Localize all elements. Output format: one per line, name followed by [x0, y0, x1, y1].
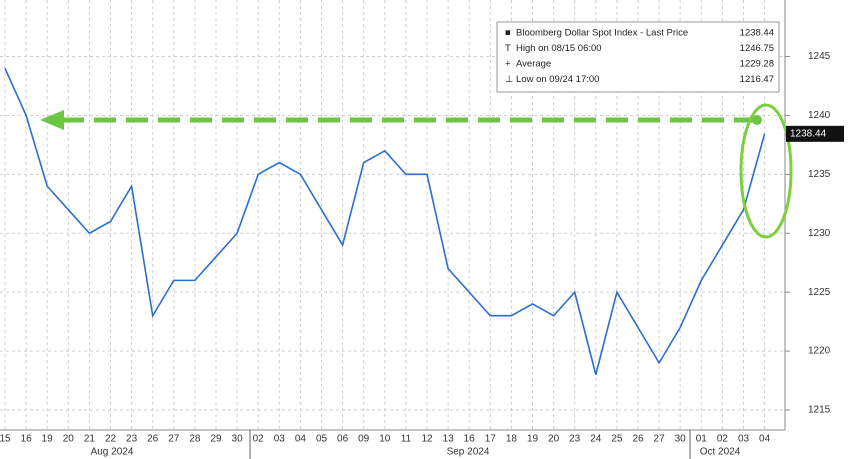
annotation-ellipse	[739, 103, 793, 239]
legend-box	[496, 21, 780, 93]
x-tick-label: 29	[210, 434, 222, 445]
y-tick-label: 1240	[808, 110, 831, 121]
x-tick-label: 01	[696, 434, 708, 445]
legend-symbol: T	[505, 43, 511, 54]
x-tick-label: 03	[274, 434, 286, 445]
x-tick-label: 16	[21, 434, 33, 445]
x-tick-label: 30	[675, 434, 687, 445]
y-tick-label: 1230	[808, 228, 831, 239]
legend-label: High on 08/15 06:00	[516, 43, 602, 54]
x-tick-label: 17	[485, 434, 497, 445]
x-tick-label: 05	[316, 434, 328, 445]
plot	[4, 68, 766, 375]
x-tick-label: 06	[337, 434, 349, 445]
x-tick-label: 16	[464, 434, 476, 445]
legend-symbol: +	[505, 59, 511, 70]
x-tick-label: 20	[63, 434, 75, 445]
x-tick-label: 20	[548, 434, 560, 445]
x-tick-label: 30	[232, 434, 244, 445]
y-tick-label: 1215	[808, 405, 831, 416]
x-tick-label: 25	[611, 434, 623, 445]
month-label: Sep 2024	[447, 447, 490, 458]
y-tick-label: 1220	[808, 346, 831, 357]
x-tick-label: 04	[759, 434, 771, 445]
x-tick-label: 23	[569, 434, 581, 445]
last-price-label: 1238.44	[790, 128, 827, 139]
legend-value: 1229.28	[740, 59, 774, 70]
x-tick-label: 21	[84, 434, 96, 445]
arrow-head	[40, 110, 64, 130]
x-tick-label: 13	[443, 434, 455, 445]
x-tick-label: 12	[421, 434, 433, 445]
x-tick-label: 24	[590, 434, 602, 445]
x-tick-label: 02	[717, 434, 729, 445]
arrow-dot	[752, 115, 762, 125]
month-label: Oct 2024	[700, 447, 741, 458]
x-tick-label: 09	[358, 434, 370, 445]
x-tick-label: 27	[654, 434, 666, 445]
legend-label: Low on 09/24 17:00	[516, 74, 599, 85]
price-line	[4, 68, 766, 375]
grid	[0, 0, 785, 430]
y-tick-label: 1225	[808, 287, 831, 298]
legend-symbol: ■	[505, 28, 511, 39]
x-tick-label: 02	[253, 434, 265, 445]
x-tick-label: 26	[147, 434, 159, 445]
x-tick-label: 28	[189, 434, 201, 445]
x-tick-label: 15	[0, 434, 11, 445]
x-tick-label: 03	[738, 434, 750, 445]
y-tick-label: 1245	[808, 51, 831, 62]
x-tick-label: 19	[527, 434, 539, 445]
x-tick-label: 26	[632, 434, 644, 445]
legend: ■ Bloomberg Dollar Spot Index - Last Pric…	[496, 21, 780, 93]
legend-label: Average	[516, 59, 551, 70]
x-tick-label: 04	[295, 434, 307, 445]
legend-symbol: ⊥	[505, 74, 513, 85]
legend-value: 1216.47	[740, 74, 774, 85]
x-tick-label: 27	[168, 434, 180, 445]
legend-value: 1238.44	[740, 28, 774, 39]
x-tick-label: 18	[506, 434, 518, 445]
x-tick-label: 23	[126, 434, 138, 445]
last-price-tag	[786, 125, 844, 142]
x-tick-label: 11	[401, 434, 412, 445]
y-tick-label: 1235	[808, 169, 831, 180]
x-tick-label: 10	[379, 434, 391, 445]
x-tick-label: 22	[105, 434, 117, 445]
x-tick-label: 19	[42, 434, 54, 445]
legend-value: 1246.75	[740, 43, 774, 54]
legend-label: Bloomberg Dollar Spot Index - Last Price	[516, 28, 688, 39]
month-label: Aug 2024	[91, 447, 134, 458]
